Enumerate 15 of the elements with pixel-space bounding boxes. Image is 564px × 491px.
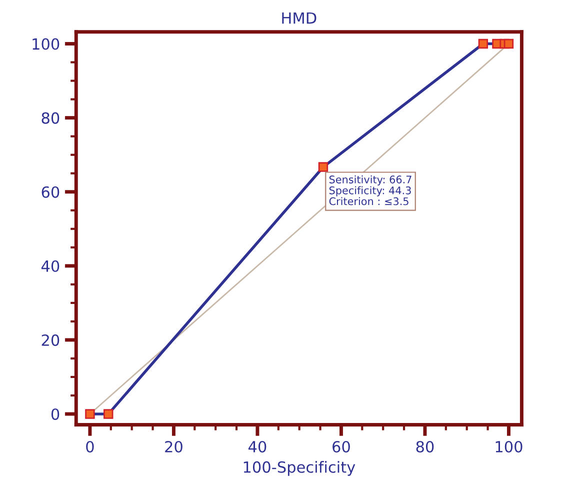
x-axis-title: 100-Specificity [244, 461, 356, 476]
x-tick-label: 100 [496, 440, 522, 453]
y-tick-label: 80 [42, 112, 60, 124]
annotation: Sensitivity: 66.7 Specificity: 44.3 Criterion : ≤3.5 [329, 175, 412, 206]
y-tick-label: 40 [41, 260, 60, 272]
y-tick-label: 0 [51, 408, 60, 420]
chart-title: HMD [282, 12, 316, 24]
x-tick-label: 40 [248, 440, 266, 453]
x-tick-label: 60 [332, 440, 350, 453]
y-tick-label: 100 [32, 38, 60, 50]
x-tick-label: 20 [165, 440, 182, 453]
x-tick-label: 80 [416, 440, 434, 453]
x-tick-label: 0 [86, 440, 94, 453]
y-tick-label: 20 [42, 334, 60, 346]
y-tick-label: 60 [42, 186, 60, 198]
